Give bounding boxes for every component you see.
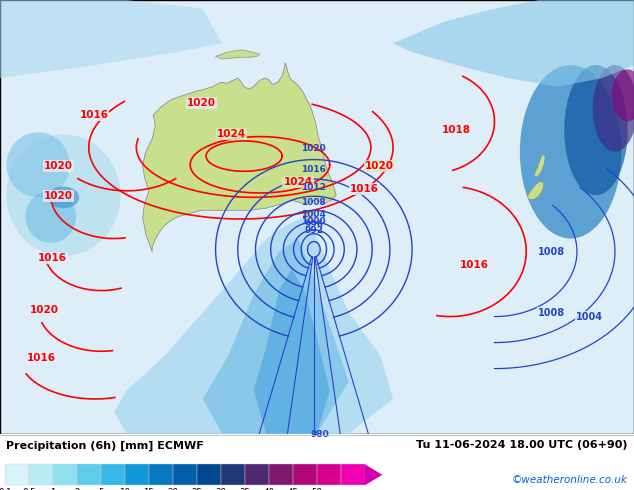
Text: 0.5: 0.5 <box>22 488 36 490</box>
Polygon shape <box>0 0 222 78</box>
Text: Tu 11-06-2024 18.00 UTC (06+90): Tu 11-06-2024 18.00 UTC (06+90) <box>416 441 628 450</box>
Text: 1016: 1016 <box>37 253 67 263</box>
Text: 45: 45 <box>287 488 298 490</box>
Text: 0.1: 0.1 <box>0 488 12 490</box>
Polygon shape <box>143 63 336 251</box>
Text: 1020: 1020 <box>365 161 394 171</box>
Bar <box>125 464 149 486</box>
Bar <box>173 464 197 486</box>
Ellipse shape <box>520 65 621 239</box>
Bar <box>245 464 269 486</box>
Text: 1004: 1004 <box>576 313 603 322</box>
Text: 1020: 1020 <box>44 191 73 201</box>
Polygon shape <box>527 181 544 199</box>
Text: ©weatheronline.co.uk: ©weatheronline.co.uk <box>512 475 628 486</box>
Bar <box>293 464 316 486</box>
Text: 1018: 1018 <box>442 125 471 135</box>
Text: 1020: 1020 <box>301 144 327 153</box>
Text: 35: 35 <box>239 488 250 490</box>
Ellipse shape <box>593 65 634 152</box>
Text: 30: 30 <box>216 488 226 490</box>
Polygon shape <box>534 154 545 177</box>
Ellipse shape <box>6 132 70 197</box>
Ellipse shape <box>6 134 120 256</box>
Text: 1008: 1008 <box>538 308 565 318</box>
Text: Precipitation (6h) [mm] ECMWF: Precipitation (6h) [mm] ECMWF <box>6 441 204 451</box>
Text: 1: 1 <box>50 488 56 490</box>
Polygon shape <box>254 269 330 434</box>
Text: 1020: 1020 <box>30 305 59 315</box>
Text: 1012: 1012 <box>301 183 327 192</box>
Bar <box>29 464 53 486</box>
Text: 996: 996 <box>304 220 323 229</box>
Bar <box>101 464 125 486</box>
Text: 5: 5 <box>98 488 104 490</box>
Text: 1000: 1000 <box>302 218 326 226</box>
Text: 1016: 1016 <box>27 353 56 363</box>
Text: 1016: 1016 <box>301 165 327 174</box>
Polygon shape <box>114 217 393 434</box>
Ellipse shape <box>25 191 76 243</box>
Bar <box>269 464 293 486</box>
Text: 15: 15 <box>143 488 154 490</box>
Text: 1004: 1004 <box>301 210 327 219</box>
Ellipse shape <box>564 65 628 195</box>
Text: 1008: 1008 <box>301 198 327 207</box>
Text: 980: 980 <box>311 430 330 439</box>
Text: 1020: 1020 <box>187 98 216 108</box>
Text: 1016: 1016 <box>460 260 489 270</box>
Bar <box>5 464 29 486</box>
Text: 1020: 1020 <box>44 161 73 171</box>
Polygon shape <box>216 50 260 59</box>
Bar <box>149 464 173 486</box>
Text: 40: 40 <box>263 488 274 490</box>
Bar <box>197 464 221 486</box>
Polygon shape <box>393 0 634 87</box>
Text: 10: 10 <box>119 488 131 490</box>
Text: 1016: 1016 <box>350 184 379 194</box>
Text: 1024: 1024 <box>217 129 246 140</box>
Text: 1024: 1024 <box>283 177 313 187</box>
Bar <box>340 464 365 486</box>
Polygon shape <box>365 464 382 486</box>
Text: 1016: 1016 <box>79 110 108 120</box>
Text: 2: 2 <box>74 488 80 490</box>
Text: 50: 50 <box>311 488 322 490</box>
Ellipse shape <box>48 187 79 208</box>
Text: 25: 25 <box>191 488 202 490</box>
Bar <box>221 464 245 486</box>
Bar <box>53 464 77 486</box>
Text: 1008: 1008 <box>538 246 565 257</box>
FancyBboxPatch shape <box>0 0 634 434</box>
Bar <box>316 464 340 486</box>
Bar <box>77 464 101 486</box>
Text: 20: 20 <box>167 488 178 490</box>
Polygon shape <box>303 212 316 220</box>
Text: 992: 992 <box>304 226 323 235</box>
Polygon shape <box>203 239 349 434</box>
Ellipse shape <box>612 70 634 122</box>
